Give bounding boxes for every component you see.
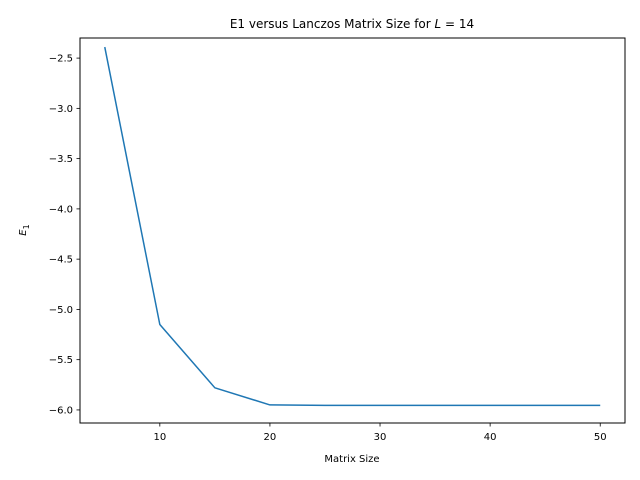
y-tick-label: −5.0 bbox=[49, 305, 73, 316]
x-tick-label: 20 bbox=[264, 432, 277, 443]
y-tick-label: −3.5 bbox=[49, 154, 73, 165]
x-tick-label: 40 bbox=[484, 432, 497, 443]
y-tick-label: −6.0 bbox=[49, 405, 73, 416]
y-tick-label: −4.0 bbox=[49, 204, 73, 215]
x-tick-label: 30 bbox=[374, 432, 387, 443]
x-axis-label: Matrix Size bbox=[324, 454, 379, 465]
x-tick-label: 10 bbox=[153, 432, 166, 443]
y-tick-label: −5.5 bbox=[49, 355, 73, 366]
y-axis-ticks: −2.5 −3.0 −3.5 −4.0 −4.5 −5.0 −5.5 −6.0 bbox=[49, 54, 80, 416]
plot-area bbox=[79, 37, 626, 424]
y-axis-label: E1 bbox=[18, 224, 31, 235]
y-tick-label: −2.5 bbox=[49, 54, 73, 65]
y-tick-label: −3.0 bbox=[49, 104, 73, 115]
series-layer bbox=[104, 46, 601, 407]
chart-title: E1 versus Lanczos Matrix Size for L = 14 bbox=[230, 17, 474, 31]
x-tick-label: 50 bbox=[594, 432, 607, 443]
y-tick-label: −4.5 bbox=[49, 255, 73, 266]
series-line bbox=[104, 46, 601, 407]
x-axis-ticks: 10 20 30 40 50 bbox=[153, 423, 607, 443]
plot-frame bbox=[79, 37, 626, 424]
